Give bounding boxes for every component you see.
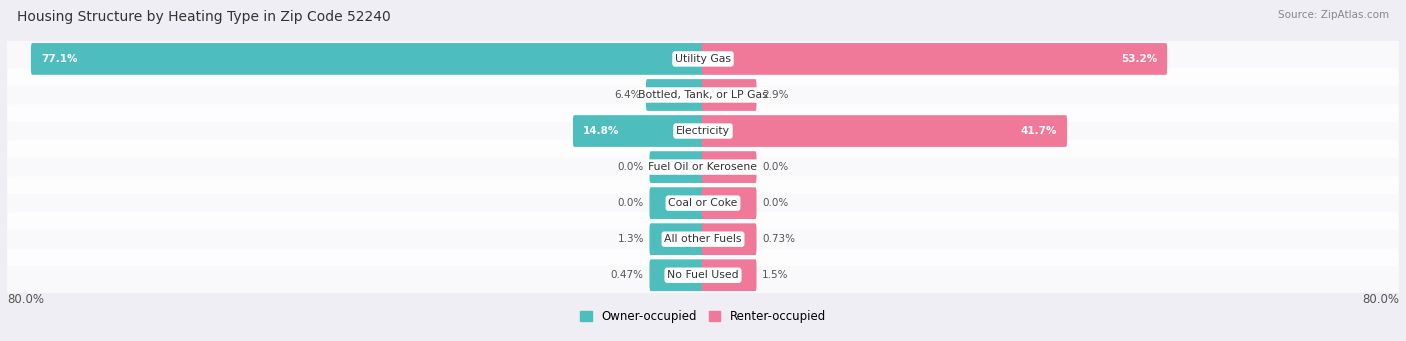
Text: 6.4%: 6.4%	[614, 90, 640, 100]
FancyBboxPatch shape	[7, 249, 1399, 302]
FancyBboxPatch shape	[572, 115, 704, 147]
FancyBboxPatch shape	[650, 260, 704, 291]
FancyBboxPatch shape	[702, 79, 756, 111]
FancyBboxPatch shape	[7, 104, 1399, 158]
Text: Utility Gas: Utility Gas	[675, 54, 731, 64]
FancyBboxPatch shape	[650, 223, 704, 255]
FancyBboxPatch shape	[7, 68, 1399, 122]
Text: No Fuel Used: No Fuel Used	[668, 270, 738, 280]
FancyBboxPatch shape	[702, 151, 756, 183]
Text: 0.0%: 0.0%	[762, 162, 789, 172]
FancyBboxPatch shape	[702, 260, 756, 291]
Text: All other Fuels: All other Fuels	[664, 234, 742, 244]
FancyBboxPatch shape	[702, 187, 756, 219]
Text: 2.9%: 2.9%	[762, 90, 789, 100]
Text: Bottled, Tank, or LP Gas: Bottled, Tank, or LP Gas	[638, 90, 768, 100]
Text: 1.5%: 1.5%	[762, 270, 789, 280]
Text: 0.0%: 0.0%	[617, 198, 644, 208]
FancyBboxPatch shape	[7, 140, 1399, 194]
Text: 0.47%: 0.47%	[610, 270, 644, 280]
Text: 0.73%: 0.73%	[762, 234, 796, 244]
FancyBboxPatch shape	[650, 151, 704, 183]
Text: Electricity: Electricity	[676, 126, 730, 136]
FancyBboxPatch shape	[702, 223, 756, 255]
FancyBboxPatch shape	[650, 187, 704, 219]
FancyBboxPatch shape	[7, 212, 1399, 266]
FancyBboxPatch shape	[7, 176, 1399, 230]
Text: 80.0%: 80.0%	[1362, 293, 1399, 306]
Text: 0.0%: 0.0%	[617, 162, 644, 172]
FancyBboxPatch shape	[702, 115, 1067, 147]
Text: 53.2%: 53.2%	[1121, 54, 1157, 64]
Text: 77.1%: 77.1%	[41, 54, 77, 64]
Legend: Owner-occupied, Renter-occupied: Owner-occupied, Renter-occupied	[575, 305, 831, 328]
Text: 1.3%: 1.3%	[617, 234, 644, 244]
Text: Coal or Coke: Coal or Coke	[668, 198, 738, 208]
Text: 80.0%: 80.0%	[7, 293, 44, 306]
FancyBboxPatch shape	[7, 32, 1399, 86]
Text: 0.0%: 0.0%	[762, 198, 789, 208]
FancyBboxPatch shape	[702, 43, 1167, 75]
Text: 14.8%: 14.8%	[583, 126, 619, 136]
Text: Source: ZipAtlas.com: Source: ZipAtlas.com	[1278, 10, 1389, 20]
Text: 41.7%: 41.7%	[1021, 126, 1057, 136]
Text: Fuel Oil or Kerosene: Fuel Oil or Kerosene	[648, 162, 758, 172]
Text: Housing Structure by Heating Type in Zip Code 52240: Housing Structure by Heating Type in Zip…	[17, 10, 391, 24]
FancyBboxPatch shape	[645, 79, 704, 111]
FancyBboxPatch shape	[31, 43, 704, 75]
